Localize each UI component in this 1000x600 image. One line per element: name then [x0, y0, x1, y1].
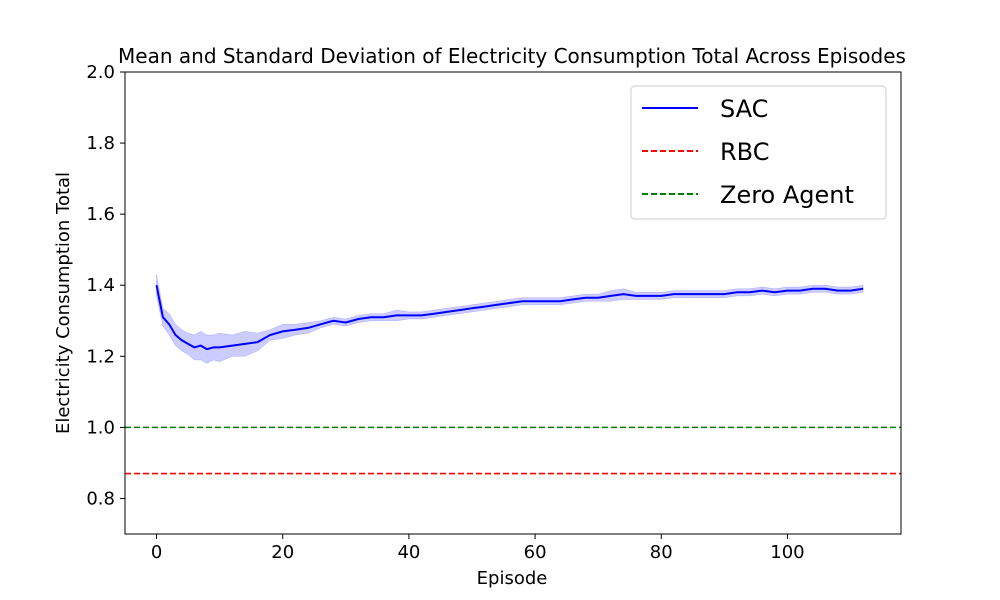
x-tick-label: 20	[271, 542, 294, 563]
y-tick-label: 1.8	[86, 133, 115, 154]
x-axis-title: Episode	[477, 568, 548, 589]
legend-label-sac: SAC	[720, 95, 768, 123]
x-axis: 0 20 40 60 80 100	[151, 534, 805, 563]
y-tick-label: 1.0	[86, 417, 115, 438]
x-tick-label: 0	[151, 542, 162, 563]
plot-area	[125, 274, 901, 475]
legend-label-rbc: RBC	[720, 138, 769, 166]
x-tick-label: 40	[397, 542, 420, 563]
legend-label-zero-agent: Zero Agent	[720, 181, 854, 209]
y-tick-label: 1.2	[86, 346, 115, 367]
legend-box	[630, 85, 887, 220]
sac-std-band	[156, 274, 864, 364]
y-tick-label: 1.4	[86, 275, 115, 296]
x-tick-label: 100	[770, 542, 804, 563]
x-tick-label: 80	[650, 542, 673, 563]
y-tick-label: 0.8	[86, 488, 115, 509]
y-axis-title: Electricity Consumption Total	[53, 172, 74, 434]
y-axis: 0.8 1.0 1.2 1.4 1.6 1.8 2.0	[86, 62, 125, 509]
y-tick-label: 2.0	[86, 62, 115, 83]
x-tick-label: 60	[524, 542, 547, 563]
chart-title: Mean and Standard Deviation of Electrici…	[118, 44, 906, 68]
axes-frame	[124, 71, 902, 535]
legend: SAC RBC Zero Agent	[630, 85, 887, 220]
y-tick-label: 1.6	[86, 204, 115, 225]
sac-mean-line	[155, 285, 864, 351]
